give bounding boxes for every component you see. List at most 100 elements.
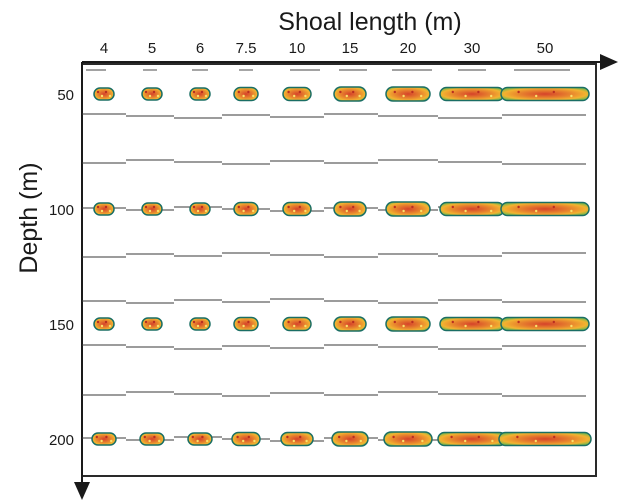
shoal-marker (233, 86, 259, 102)
shoal-speckle (108, 94, 112, 98)
shoal-speckle (477, 435, 480, 439)
shoal-speckle (517, 320, 520, 324)
y-tick-labels: 50 100 150 200 (49, 87, 74, 449)
shoal-speckle (570, 324, 573, 328)
shoal-speckle (352, 90, 355, 94)
shoal-speckle (292, 439, 295, 443)
shoal-speckle (345, 209, 348, 213)
shoal-marker (91, 432, 117, 446)
shoal-speckle (534, 439, 537, 443)
x-tick-label: 15 (342, 40, 359, 57)
shoal-speckle (411, 320, 414, 324)
shoal-speckle (358, 324, 361, 328)
shoal-speckle (339, 90, 342, 94)
shoal-speckle (152, 205, 156, 209)
shoal-speckle (345, 94, 348, 98)
shoal-marker (139, 432, 165, 446)
shoal-speckle (304, 209, 307, 213)
shoal-speckle (393, 320, 396, 324)
shoal-speckle (420, 324, 423, 328)
x-tick-labels: 4 5 6 7.5 10 15 20 30 50 (100, 40, 554, 57)
shoal-speckle (535, 209, 538, 213)
shoal-marker (233, 316, 259, 332)
shoal-speckle (298, 90, 301, 94)
x-tick-label: 10 (289, 40, 306, 57)
shoal-speckle (196, 439, 199, 443)
shoal-speckle (252, 94, 255, 98)
x-tick-label: 6 (196, 40, 204, 57)
x-axis-title: Shoal length (m) (278, 8, 461, 36)
shoal-speckle (420, 94, 423, 98)
shoal-marker (282, 86, 312, 102)
shoal-speckle (96, 90, 100, 94)
shoal-speckle (204, 324, 208, 328)
shoal-speckle (144, 205, 148, 209)
shoal-speckle (108, 324, 112, 328)
shoal-speckle (305, 439, 308, 443)
shoal-speckle (552, 90, 555, 94)
shoal-speckle (451, 205, 454, 209)
plot-frame (81, 63, 597, 477)
shoal-speckle (402, 209, 405, 213)
shoal-marker (93, 87, 115, 101)
shoal-speckle (293, 324, 296, 328)
shoal-speckle (237, 205, 240, 209)
shoal-marker (189, 202, 211, 216)
shoal-speckle (402, 94, 405, 98)
shoal-speckle (204, 94, 208, 98)
shoal-speckle (96, 320, 100, 324)
shoal-speckle (252, 209, 255, 213)
shoal-speckle (200, 90, 204, 94)
shoal-speckle (247, 205, 250, 209)
shoal-speckle (206, 439, 209, 443)
shoal-marker (500, 201, 590, 217)
shoal-speckle (242, 209, 245, 213)
shoal-speckle (352, 320, 355, 324)
shoal-marker (141, 202, 163, 216)
shoal-speckle (451, 320, 454, 324)
x-tick-label: 7.5 (236, 40, 257, 57)
shoal-speckle (451, 90, 454, 94)
shoal-speckle (421, 439, 424, 443)
shoal-speckle (153, 435, 156, 439)
shoal-speckle (192, 320, 196, 324)
shoal-marker (141, 317, 163, 331)
shoal-marker (500, 86, 590, 102)
x-axis-arrowhead (600, 54, 618, 70)
shoal-speckle (420, 209, 423, 213)
shoal-marker (331, 431, 369, 447)
shoal-marker (439, 86, 505, 102)
shoal-speckle (237, 90, 240, 94)
shoal-speckle (95, 435, 99, 439)
shoal-marker (439, 316, 505, 332)
shoal-marker (385, 86, 431, 102)
shoal-speckle (196, 94, 200, 98)
shoal-marker (231, 431, 261, 447)
shoal-speckle (298, 320, 301, 324)
shoal-marker (439, 201, 505, 217)
shoal-speckle (144, 320, 148, 324)
shoal-speckle (552, 320, 555, 324)
shoal-speckle (535, 324, 538, 328)
shoal-speckle (148, 94, 152, 98)
shoal-speckle (200, 320, 204, 324)
shoal-speckle (242, 439, 245, 443)
shoal-marker (280, 431, 314, 447)
shoal-speckle (242, 94, 245, 98)
y-tick-label: 150 (49, 317, 74, 334)
shoal-marker (189, 317, 211, 331)
shoal-speckle (304, 94, 307, 98)
shoal-speckle (393, 90, 396, 94)
shoal-marker (333, 86, 367, 102)
shoal-speckle (338, 435, 341, 439)
shoal-speckle (200, 205, 204, 209)
shoal-speckle (144, 90, 148, 94)
shoal-speckle (345, 439, 348, 443)
y-axis-arrowhead (74, 482, 90, 500)
shoal-speckle (402, 439, 405, 443)
shoal-speckle (108, 209, 112, 213)
y-tick-label: 50 (57, 87, 74, 104)
shoal-speckle (392, 435, 395, 439)
shoal-speckle (490, 209, 493, 213)
shoal-speckle (450, 435, 453, 439)
